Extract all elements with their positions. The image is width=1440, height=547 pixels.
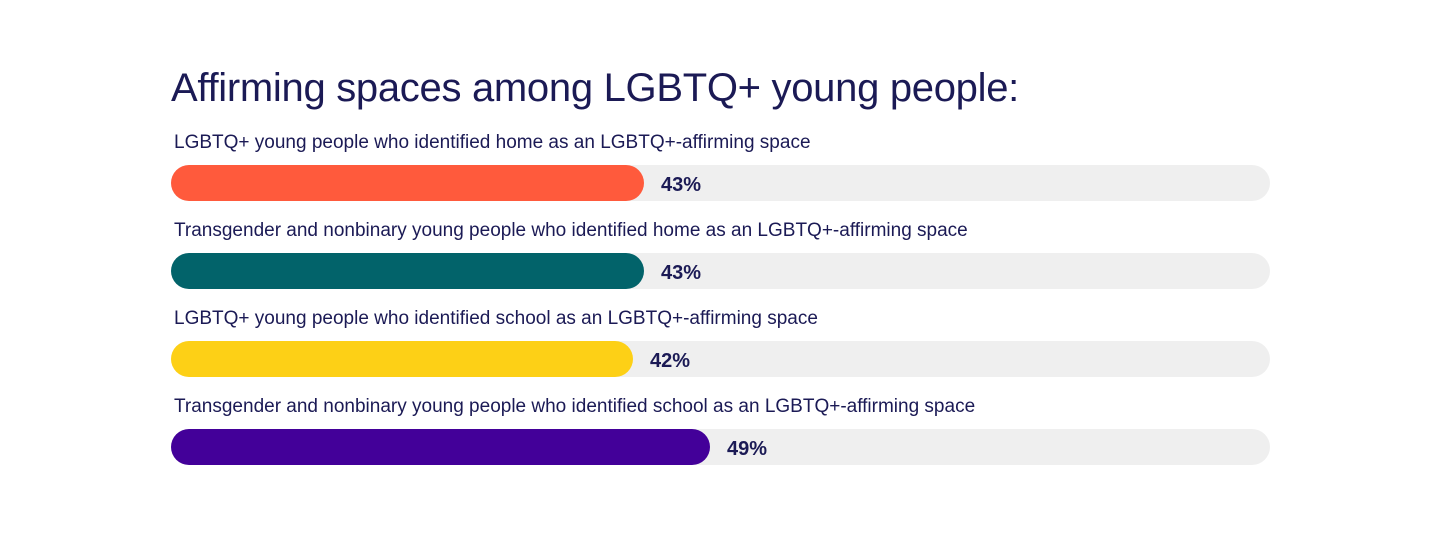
bar-track: 43% xyxy=(171,253,1270,289)
bar-fill xyxy=(171,341,633,377)
chart-title: Affirming spaces among LGBTQ+ young peop… xyxy=(171,66,1019,110)
bar-fill xyxy=(171,253,644,289)
bar-label: Transgender and nonbinary young people w… xyxy=(174,396,976,417)
bar-track: 43% xyxy=(171,165,1270,201)
bar-track: 42% xyxy=(171,341,1270,377)
bar-value-label: 43% xyxy=(661,174,702,196)
bar-row: Transgender and nonbinary young people w… xyxy=(171,394,1271,482)
bar-label: LGBTQ+ young people who identified schoo… xyxy=(174,308,818,329)
bar-fill xyxy=(171,165,644,201)
bar-value-label: 42% xyxy=(650,350,691,372)
bar-value-label: 49% xyxy=(727,438,768,460)
chart-container: Affirming spaces among LGBTQ+ young peop… xyxy=(171,62,1271,482)
bar-fill xyxy=(171,429,710,465)
bar-row: LGBTQ+ young people who identified schoo… xyxy=(171,306,1271,394)
bar-row: Transgender and nonbinary young people w… xyxy=(171,218,1271,306)
bar-rows: LGBTQ+ young people who identified home … xyxy=(171,130,1271,482)
bar-label: Transgender and nonbinary young people w… xyxy=(174,220,968,241)
bar-row: LGBTQ+ young people who identified home … xyxy=(171,130,1271,218)
bar-label: LGBTQ+ young people who identified home … xyxy=(174,132,811,153)
bar-value-label: 43% xyxy=(661,262,702,284)
bar-track: 49% xyxy=(171,429,1270,465)
